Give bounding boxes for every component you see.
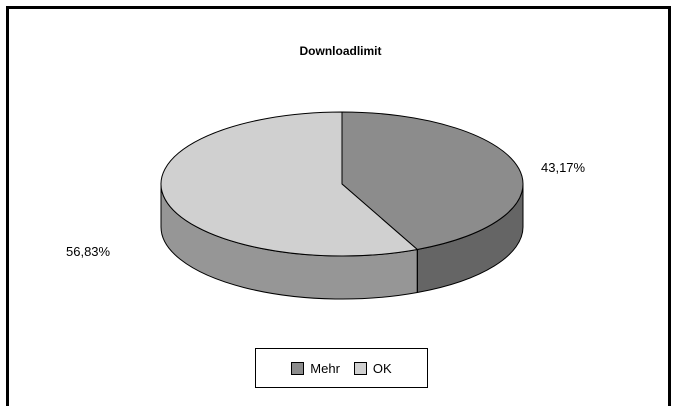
legend-swatch-mehr <box>291 361 305 375</box>
legend-item-ok: OK <box>353 360 392 376</box>
data-label-ok: 56,83% <box>66 244 111 259</box>
legend-label-ok: OK <box>372 360 392 376</box>
pie-slice-mehr <box>341 111 524 250</box>
chart-title: Downloadlimit <box>299 44 382 58</box>
pie-slice-ok <box>160 111 418 257</box>
legend-swatch-ok <box>353 361 367 375</box>
data-label-mehr: 43,17% <box>541 160 586 175</box>
chart-legend: Mehr OK <box>255 348 428 388</box>
legend-label-mehr: Mehr <box>310 360 340 376</box>
legend-item-mehr: Mehr <box>291 361 340 376</box>
